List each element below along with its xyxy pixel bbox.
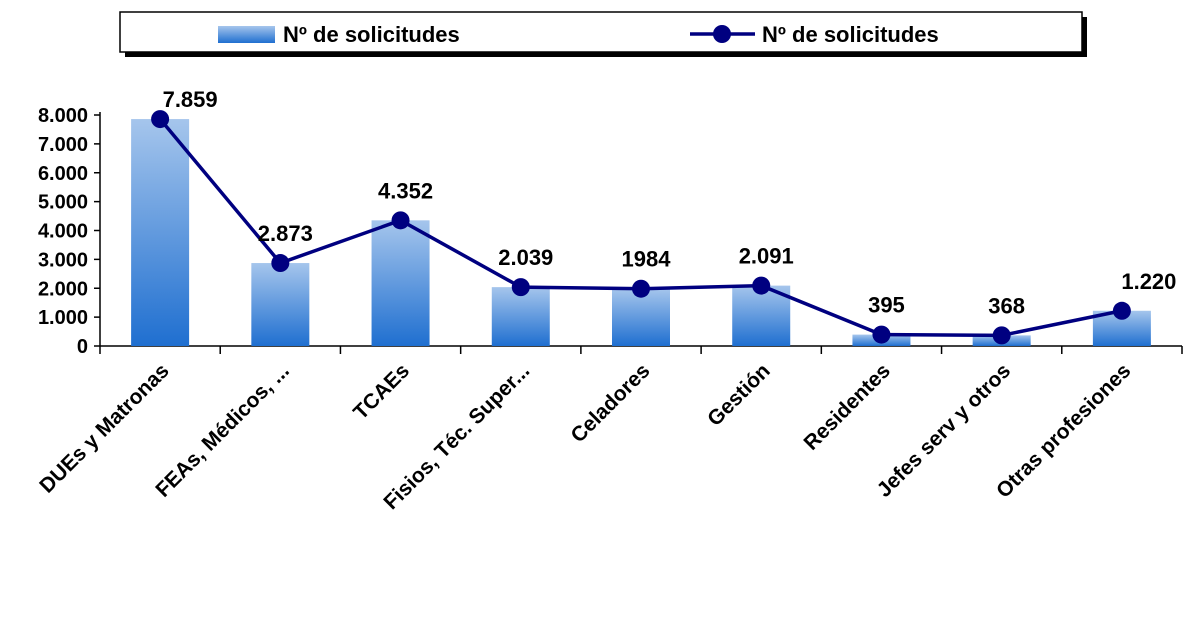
data-label: 2.039 (498, 245, 553, 270)
bar (732, 285, 791, 346)
legend-label: Nº de solicitudes (762, 22, 939, 47)
legend-swatch (218, 26, 275, 43)
data-label: 2.873 (258, 221, 313, 246)
line-marker (271, 254, 290, 273)
x-tick-label: Residentes (799, 359, 894, 454)
y-tick-label: 2.000 (38, 278, 88, 300)
y-tick-label: 6.000 (38, 163, 88, 185)
line-marker (752, 276, 771, 295)
data-label: 2.091 (739, 244, 794, 269)
bar (131, 119, 190, 346)
data-label: 1.220 (1121, 269, 1176, 294)
y-tick-label: 7.000 (38, 134, 88, 156)
y-tick-label: 0 (77, 336, 88, 358)
x-tick-label: TCAEs (349, 359, 414, 424)
x-tick-label: DUEs y Matronas (35, 359, 173, 497)
line-marker (391, 211, 410, 230)
y-tick-label: 8.000 (38, 105, 88, 127)
x-tick-label: Otras profesiones (992, 359, 1135, 502)
legend-marker (713, 25, 731, 43)
data-label: 4.352 (378, 178, 433, 203)
line-marker (511, 278, 530, 297)
y-tick-label: 1.000 (38, 307, 88, 329)
data-label: 7.859 (163, 87, 218, 112)
line-marker (632, 279, 650, 298)
data-label: 368 (988, 293, 1025, 318)
x-tick-label: FEAs, Médicos, ... (151, 359, 294, 502)
legend-box (119, 11, 1083, 53)
y-tick-label: 5.000 (38, 192, 88, 214)
line-marker (151, 110, 170, 129)
line-marker (992, 326, 1011, 345)
bar (612, 288, 670, 346)
y-tick-label: 4.000 (38, 221, 88, 243)
data-label: 1984 (622, 247, 672, 272)
bar (251, 263, 310, 346)
x-tick-label: Gestión (703, 359, 775, 431)
x-tick-label: Celadores (566, 359, 654, 447)
x-tick-label: Jefes serv y otros (873, 359, 1016, 502)
legend-label: Nº de solicitudes (283, 22, 460, 47)
data-label: 395 (868, 293, 905, 318)
bar (371, 220, 430, 346)
bar (491, 287, 550, 346)
line-marker (1112, 301, 1131, 320)
line-marker (872, 325, 891, 344)
y-tick-label: 3.000 (38, 249, 88, 271)
